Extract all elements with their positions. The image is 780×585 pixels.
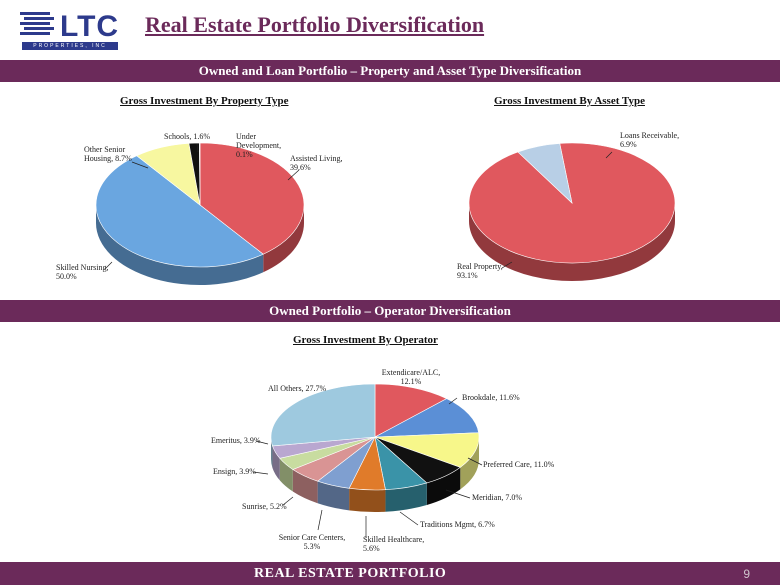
pie-operator-side-10 xyxy=(271,437,273,468)
globe-stripes-icon xyxy=(20,12,54,35)
chart-title-asset-type: Gross Investment By Asset Type xyxy=(494,95,645,107)
pie-property-type-slice-1 xyxy=(95,155,264,268)
page-number: 9 xyxy=(743,567,750,581)
pie-operator-side-7 xyxy=(292,469,318,504)
pie-asset-type-label-1: Loans Receivable, 6.9% xyxy=(620,131,679,149)
pie-operator-side-9 xyxy=(272,445,280,481)
pie-operator-leader-7 xyxy=(282,496,294,506)
section-band-property-asset: Owned and Loan Portfolio – Property and … xyxy=(0,60,780,82)
pie-operator-label-8: Ensign, 3.9% xyxy=(213,467,256,476)
pie-operator-label-5: Skilled Healthcare, 5.6% xyxy=(363,535,424,553)
pie-operator-leader-3 xyxy=(445,489,471,499)
pie-property-type-leader-3 xyxy=(196,143,199,153)
pie-operator-leader-8 xyxy=(252,471,269,475)
pie-operator-label-0: Extendicare/ALC, 12.1% xyxy=(382,368,440,386)
pie-asset-type-side-0 xyxy=(469,203,675,281)
pie-asset-type-label-0: Real Property, 93.1% xyxy=(457,262,503,280)
pie-operator: Extendicare/ALC, 12.1% Brookdale, 11.6% Pre… xyxy=(211,368,555,553)
pie-operator-leader-4 xyxy=(399,511,419,526)
pie-property-type-leader-1 xyxy=(104,261,113,270)
pie-property-type-slice-0 xyxy=(199,142,305,255)
pie-operator-label-3: Meridian, 7.0% xyxy=(472,493,522,502)
pie-operator-slice-2 xyxy=(374,432,480,468)
pie-operator-leader-2 xyxy=(467,457,483,466)
pie-operator-side-2 xyxy=(460,437,479,490)
pie-asset-type-leader-0 xyxy=(501,261,513,269)
pie-operator-label-6: Senior Care Centers, 5.3% xyxy=(279,533,345,551)
footer-bar: REAL ESTATE PORTFOLIO 9 xyxy=(0,562,780,585)
pie-property-type-label-4: Under Development, 0.1% xyxy=(236,132,281,159)
chart-title-property-type: Gross Investment By Property Type xyxy=(120,95,289,107)
pie-operator-label-4: Traditions Mgmt, 6.7% xyxy=(420,520,495,529)
pie-operator-side-4 xyxy=(385,482,427,512)
pie-property-type-side-0 xyxy=(263,205,304,273)
pie-property-type-side-1 xyxy=(96,205,264,286)
section-band-operator: Owned Portfolio – Operator Diversificati… xyxy=(0,300,780,322)
pie-operator-leader-9 xyxy=(255,440,269,445)
page-title: Real Estate Portfolio Diversification xyxy=(145,12,485,37)
pie-operator-label-2: Preferred Care, 11.0% xyxy=(483,460,555,469)
logo-subtitle: PROPERTIES, INC xyxy=(22,42,118,50)
pie-property-type-label-3: Schools, 1.6% xyxy=(164,132,210,141)
pie-operator-leader-1 xyxy=(448,397,458,405)
pie-property-type-label-2: Other Senior Housing, 8.7% xyxy=(84,145,132,163)
footer-label: REAL ESTATE PORTFOLIO xyxy=(254,566,447,581)
pie-asset-type-slice-1 xyxy=(517,143,573,204)
pie-operator-label-10: All Others, 27.7% xyxy=(268,384,327,393)
logo-text: LTC xyxy=(60,10,120,43)
pie-operator-label-9: Emeritus, 3.9% xyxy=(211,436,261,445)
pie-property-type-leader-2 xyxy=(131,161,149,169)
pie-property-type-label-0: Assisted Living, 39.6% xyxy=(290,154,342,172)
pie-property-type-label-1: Skilled Nursing, 50.0% xyxy=(56,263,108,281)
pie-operator-side-8 xyxy=(279,458,293,492)
chart-title-operator: Gross Investment By Operator xyxy=(293,334,438,346)
pie-operator-slice-10 xyxy=(270,383,376,447)
pie-property-type-slice-4 xyxy=(199,142,201,206)
pie-asset-type: Real Property, 93.1% Loans Receivable, 6.9% xyxy=(457,131,679,281)
pie-operator-label-1: Brookdale, 11.6% xyxy=(462,393,520,402)
pie-operator-slice-1 xyxy=(374,398,480,438)
pie-asset-type-leader-1 xyxy=(605,151,613,159)
pie-operator-side-6 xyxy=(317,481,350,511)
company-logo: LTC PROPERTIES, INC xyxy=(18,8,120,50)
pie-operator-leader-6 xyxy=(317,509,323,531)
pie-operator-side-5 xyxy=(349,488,386,513)
pie-operator-label-7: Sunrise, 5.2% xyxy=(242,502,287,511)
pie-property-type-leader-0 xyxy=(287,169,300,181)
pie-property-type: Assisted Living, 39.6% Skilled Nursing, 50.… xyxy=(56,132,342,286)
pie-operator-side-3 xyxy=(426,467,461,505)
pie-operator-slice-0 xyxy=(374,383,448,438)
